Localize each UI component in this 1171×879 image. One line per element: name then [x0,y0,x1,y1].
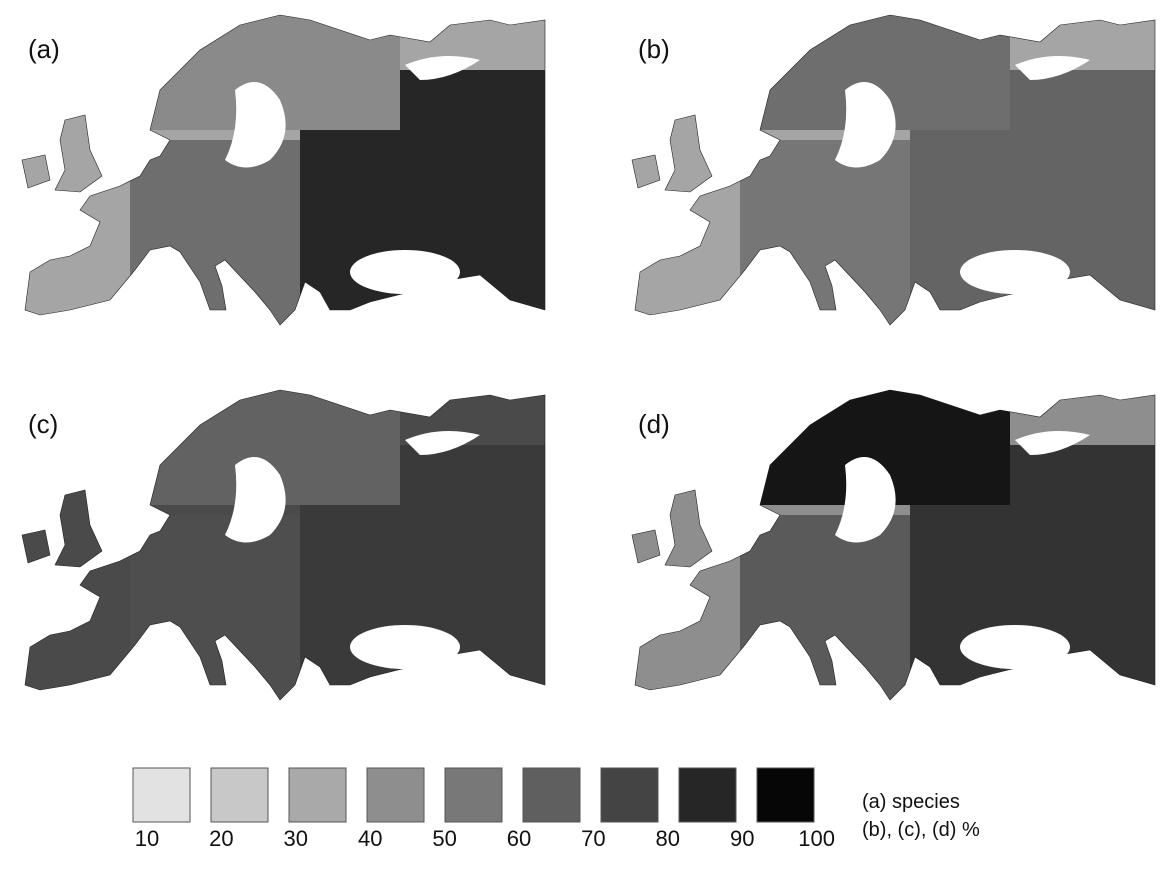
black-sea [350,250,460,294]
black-sea [350,625,460,669]
white-sea [405,56,480,80]
map-panel: (c) [21,389,546,701]
baltic-sea [835,457,896,543]
legend-tick-label: 90 [730,826,754,851]
legend-tick-label: 50 [432,826,456,851]
baltic-sea [835,82,896,168]
legend-swatch [210,767,269,823]
white-sea [1015,56,1090,80]
legend-tick-label: 20 [209,826,233,851]
baltic-sea [225,82,286,168]
legend: (a) species (b), (c), (d) % 10 20 30 40 50 60… [132,767,980,851]
maps: (a) (b) (c) (d) [21,14,1156,701]
legend-caption: (a) species [862,791,960,813]
panel-label: (b) [638,34,670,64]
legend-tick-label: 60 [507,826,531,851]
panel-label: (a) [28,34,60,64]
legend-tick-label: 70 [581,826,605,851]
map-panel: (b) [631,14,1156,326]
legend-swatch [132,767,191,823]
legend-caption: (b), (c), (d) % [862,819,980,841]
map-panel: (d) [631,389,1156,701]
black-sea [960,625,1070,669]
panel-label: (d) [638,409,670,439]
legend-swatch [366,767,425,823]
legend-swatch [522,767,581,823]
map-panel: (a) [21,14,546,326]
legend-swatch [756,767,815,823]
white-sea [405,431,480,455]
legend-tick-label: 100 [798,826,835,851]
legend-swatch [288,767,347,823]
white-sea [1015,431,1090,455]
panel-label: (c) [28,409,58,439]
legend-swatch [678,767,737,823]
legend-tick-label: 10 [135,826,159,851]
legend-tick-label: 40 [358,826,382,851]
baltic-sea [225,457,286,543]
legend-swatch [444,767,503,823]
black-sea [960,250,1070,294]
legend-tick-label: 80 [656,826,680,851]
legend-tick-label: 30 [284,826,308,851]
legend-swatch [600,767,659,823]
